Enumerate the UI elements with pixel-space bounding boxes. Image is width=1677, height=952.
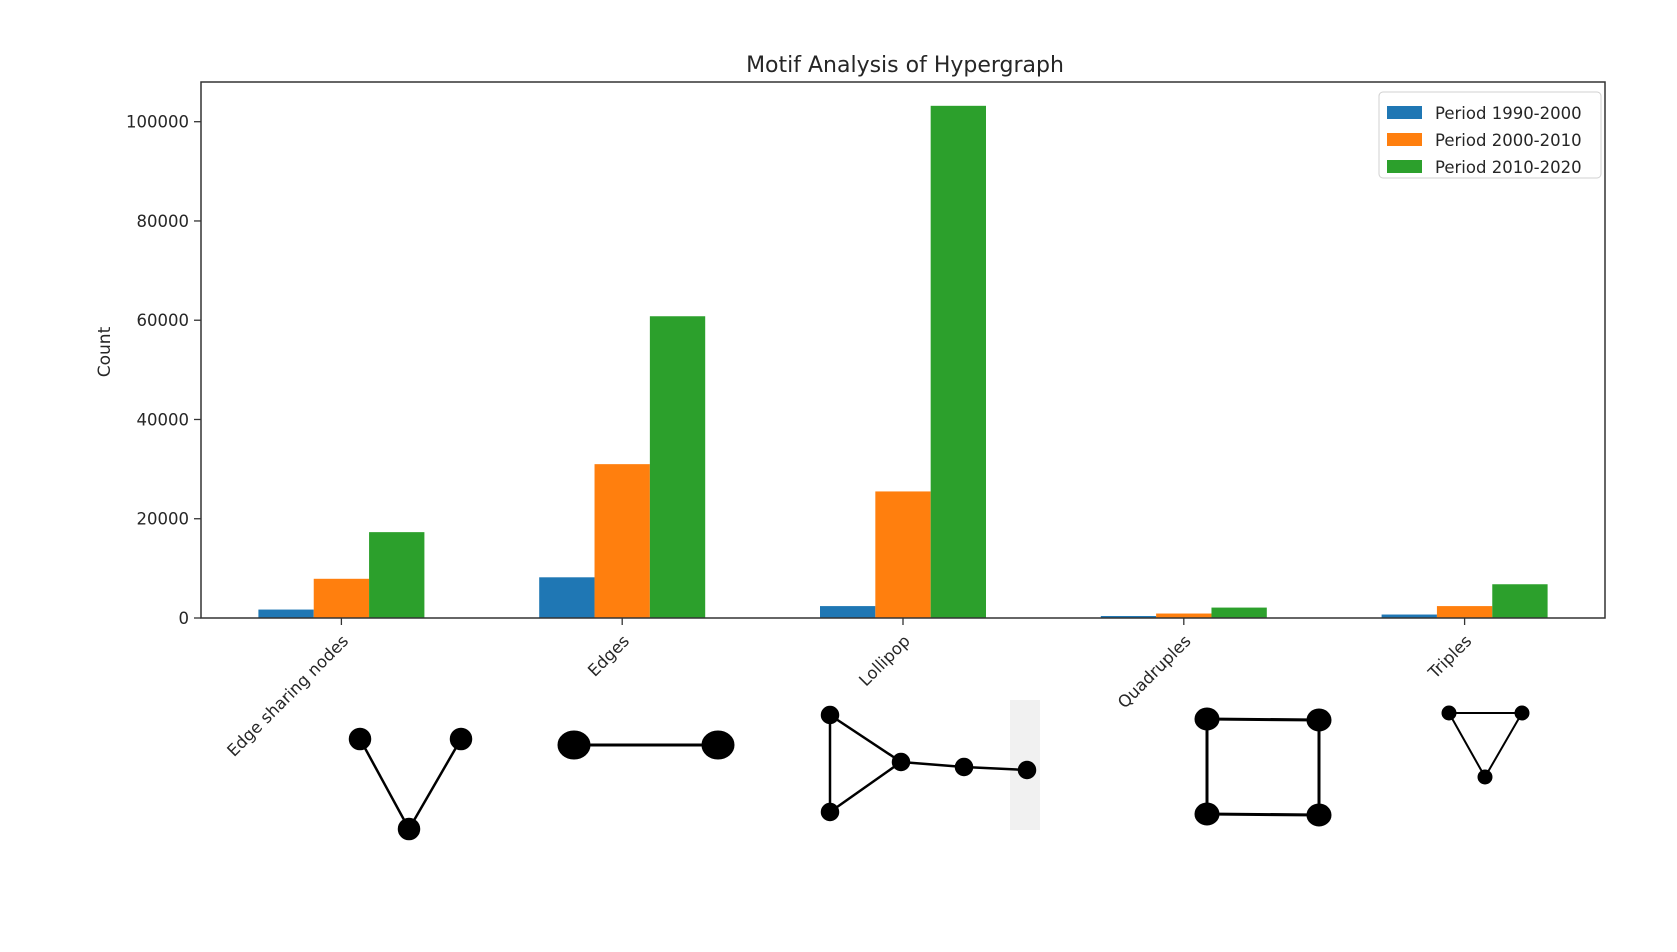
bar — [820, 606, 876, 618]
y-tick-label: 100000 — [126, 113, 189, 132]
bar — [539, 577, 595, 618]
bar — [1211, 607, 1267, 618]
lollipop-motif-icon — [810, 700, 1040, 830]
legend-box — [1378, 91, 1602, 179]
legend-label: Period 2000-2010 — [1435, 131, 1582, 150]
bar — [313, 578, 370, 618]
triangle-motif-icon — [1441, 705, 1530, 785]
bar — [1436, 606, 1493, 618]
v-shape-motif-icon — [348, 727, 473, 841]
bar — [258, 609, 314, 618]
y-tick-label: 0 — [179, 609, 190, 628]
legend-swatch — [1387, 106, 1422, 119]
bar — [1381, 614, 1437, 618]
chart-title: Motif Analysis of Hypergraph — [746, 53, 1064, 78]
bar — [594, 464, 650, 618]
bar — [649, 316, 706, 618]
bar — [1156, 613, 1212, 618]
bar — [1492, 584, 1548, 618]
bar — [1100, 616, 1157, 618]
y-tick-label: 20000 — [137, 510, 190, 529]
legend: Period 1990-2000 Period 2000-2010 Period 2… — [1378, 91, 1602, 179]
bar — [930, 105, 986, 618]
bar — [875, 491, 931, 618]
legend-swatch — [1387, 160, 1422, 173]
y-axis-label: Count — [95, 326, 115, 377]
bars-layer — [258, 105, 1548, 618]
plot-frame — [200, 81, 1606, 619]
square-motif-icon — [1194, 707, 1332, 827]
legend-swatch — [1387, 133, 1422, 146]
edge-motif-icon — [557, 730, 735, 760]
y-tick-label: 60000 — [137, 311, 190, 330]
y-axis: 0 20000 40000 60000 80000 100000 — [126, 113, 201, 628]
legend-label: Period 1990-2000 — [1435, 104, 1582, 123]
bar — [369, 532, 425, 618]
y-tick-label: 80000 — [137, 212, 190, 231]
legend-label: Period 2010-2020 — [1435, 158, 1582, 177]
y-tick-label: 40000 — [137, 410, 190, 429]
